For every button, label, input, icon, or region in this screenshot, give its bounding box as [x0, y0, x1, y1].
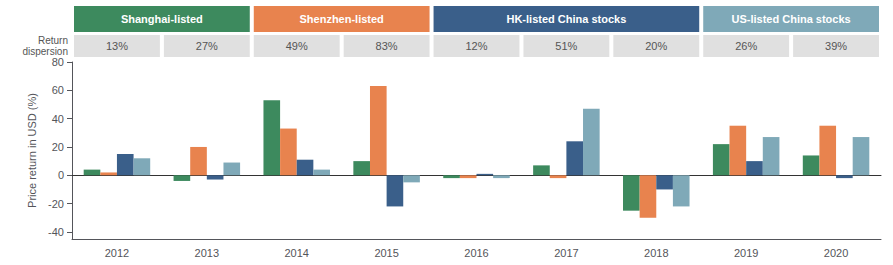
svg-text:49%: 49% — [286, 40, 308, 52]
svg-text:20%: 20% — [645, 40, 667, 52]
svg-text:2014: 2014 — [284, 247, 308, 259]
svg-text:2020: 2020 — [824, 247, 848, 259]
svg-text:80: 80 — [52, 56, 64, 68]
svg-text:HK-listed China stocks: HK-listed China stocks — [506, 13, 626, 25]
svg-text:27%: 27% — [196, 40, 218, 52]
svg-text:2016: 2016 — [464, 247, 488, 259]
svg-text:2013: 2013 — [195, 247, 219, 259]
svg-text:26%: 26% — [735, 40, 757, 52]
svg-text:US-listed China stocks: US-listed China stocks — [732, 13, 851, 25]
svg-text:2017: 2017 — [554, 247, 578, 259]
svg-text:dispersion: dispersion — [22, 46, 68, 57]
svg-text:20: 20 — [52, 141, 64, 153]
svg-text:2019: 2019 — [734, 247, 758, 259]
svg-text:2015: 2015 — [374, 247, 398, 259]
svg-text:Shanghai-listed: Shanghai-listed — [121, 13, 203, 25]
svg-text:60: 60 — [52, 84, 64, 96]
svg-text:83%: 83% — [376, 40, 398, 52]
svg-text:0: 0 — [58, 169, 64, 181]
svg-text:Price return in USD (%): Price return in USD (%) — [26, 93, 38, 208]
svg-text:Shenzhen-listed: Shenzhen-listed — [299, 13, 383, 25]
svg-text:39%: 39% — [825, 40, 847, 52]
svg-text:13%: 13% — [106, 40, 128, 52]
svg-text:2018: 2018 — [644, 247, 668, 259]
svg-text:40: 40 — [52, 113, 64, 125]
svg-text:51%: 51% — [555, 40, 577, 52]
svg-text:2012: 2012 — [105, 247, 129, 259]
svg-text:12%: 12% — [465, 40, 487, 52]
svg-text:Return: Return — [38, 35, 68, 46]
svg-text:-40: -40 — [48, 226, 64, 238]
svg-text:-20: -20 — [48, 198, 64, 210]
